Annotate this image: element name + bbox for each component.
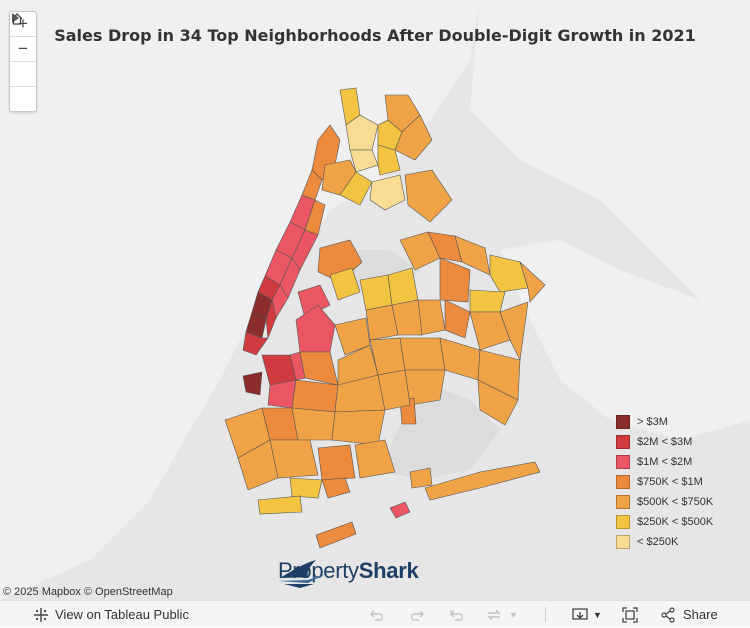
- neighborhood[interactable]: [345, 114, 379, 151]
- legend-item[interactable]: $250K < $500K: [616, 512, 713, 532]
- neighborhood[interactable]: [354, 439, 396, 479]
- map-canvas[interactable]: Sales Drop in 34 Top Neighborhoods After…: [0, 0, 750, 600]
- neighborhood[interactable]: [394, 114, 433, 161]
- share-label: Share: [683, 607, 718, 622]
- neighborhood[interactable]: [289, 477, 323, 499]
- page-title: Sales Drop in 34 Top Neighborhoods After…: [54, 26, 696, 45]
- neighborhood[interactable]: [299, 351, 339, 386]
- legend-label: $750K < $1M: [637, 476, 703, 488]
- neighborhood[interactable]: [377, 144, 401, 176]
- neighborhood[interactable]: [389, 501, 411, 519]
- land-mass: [500, 240, 750, 440]
- neighborhood[interactable]: [242, 371, 263, 396]
- neighborhood[interactable]: [359, 274, 393, 311]
- plus-icon[interactable]: +: [10, 12, 36, 37]
- neighborhood[interactable]: [242, 331, 269, 356]
- legend-swatch: [616, 415, 630, 429]
- legend-swatch: [616, 495, 630, 509]
- propertyshark-logo: PropertyShark: [278, 558, 419, 588]
- neighborhood[interactable]: [424, 461, 541, 501]
- legend-swatch: [616, 515, 630, 529]
- neighborhood[interactable]: [291, 379, 339, 413]
- minus-icon[interactable]: −: [10, 37, 36, 62]
- land-mass: [0, 290, 190, 560]
- legend-item[interactable]: $1M < $2M: [616, 452, 713, 472]
- tableau-icon: [34, 607, 48, 622]
- legend-item[interactable]: $750K < $1M: [616, 472, 713, 492]
- neighborhood[interactable]: [439, 257, 471, 303]
- neighborhood[interactable]: [297, 284, 331, 319]
- fullscreen-icon[interactable]: [622, 601, 638, 628]
- legend-item[interactable]: $2M < $3M: [616, 432, 713, 452]
- tableau-toolbar: View on Tableau Public ▼ ▼ Share: [0, 600, 750, 627]
- neighborhood[interactable]: [489, 254, 529, 293]
- refresh-icon[interactable]: ▼: [485, 601, 518, 628]
- revert-icon[interactable]: [449, 601, 465, 628]
- neighborhood[interactable]: [519, 261, 546, 303]
- legend-label: > $3M: [637, 416, 668, 428]
- legend-swatch: [616, 475, 630, 489]
- home-icon[interactable]: [10, 13, 36, 87]
- neighborhood[interactable]: [257, 495, 303, 515]
- map-svg: [0, 0, 750, 560]
- view-on-tableau-label: View on Tableau Public: [55, 607, 189, 622]
- neighborhood[interactable]: [269, 439, 319, 479]
- neighborhood[interactable]: [317, 444, 356, 481]
- neighborhood[interactable]: [331, 409, 386, 446]
- neighborhood[interactable]: [291, 407, 336, 441]
- neighborhood[interactable]: [321, 477, 351, 499]
- play-icon[interactable]: [10, 13, 36, 111]
- legend-swatch: [616, 435, 630, 449]
- legend-label: $2M < $3M: [637, 436, 693, 448]
- view-on-tableau-button[interactable]: View on Tableau Public: [33, 601, 189, 628]
- logo-text: PropertyShark: [278, 558, 419, 583]
- neighborhood[interactable]: [377, 369, 411, 411]
- neighborhood[interactable]: [444, 299, 471, 339]
- share-icon: [661, 606, 675, 623]
- legend-item[interactable]: > $3M: [616, 412, 713, 432]
- neighborhood[interactable]: [477, 379, 519, 426]
- neighborhood[interactable]: [315, 521, 357, 549]
- land-mass: [470, 0, 750, 330]
- shark-logo-icon: [278, 560, 326, 588]
- undo-icon[interactable]: [369, 601, 385, 628]
- share-button[interactable]: Share: [660, 601, 718, 628]
- neighborhood[interactable]: [404, 169, 453, 223]
- legend-item[interactable]: $500K < $750K: [616, 492, 713, 512]
- neighborhood[interactable]: [439, 337, 481, 381]
- neighborhood[interactable]: [409, 467, 433, 489]
- neighborhood[interactable]: [369, 174, 406, 211]
- neighborhood[interactable]: [391, 299, 423, 336]
- legend-label: $250K < $500K: [637, 516, 714, 528]
- map-controls: + −: [9, 11, 37, 112]
- toolbar-divider: [545, 607, 546, 622]
- legend-label: $1M < $2M: [637, 456, 693, 468]
- legend-item[interactable]: < $250K: [616, 532, 713, 552]
- legend-label: < $250K: [637, 536, 679, 548]
- neighborhood[interactable]: [295, 304, 336, 353]
- neighborhood[interactable]: [329, 267, 361, 301]
- legend-swatch: [616, 535, 630, 549]
- legend: > $3M $2M < $3M $1M < $2M $750K < $1M $500K …: [616, 412, 713, 552]
- legend-label: $500K < $750K: [637, 496, 714, 508]
- redo-icon[interactable]: [409, 601, 425, 628]
- download-icon[interactable]: ▼: [571, 601, 602, 628]
- neighborhood[interactable]: [399, 337, 446, 371]
- neighborhood[interactable]: [469, 289, 506, 313]
- map-attribution[interactable]: © 2025 Mapbox © OpenStreetMap: [3, 586, 173, 598]
- legend-swatch: [616, 455, 630, 469]
